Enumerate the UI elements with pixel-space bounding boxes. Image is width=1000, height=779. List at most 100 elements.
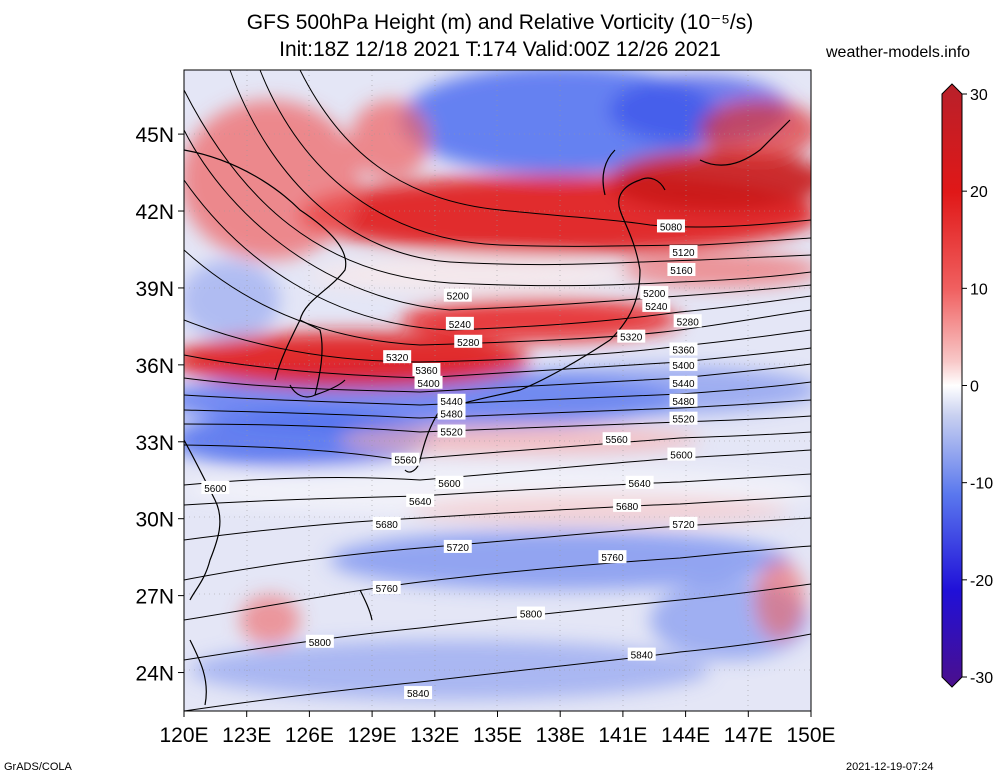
- lat-tick-label: 24N: [135, 663, 174, 686]
- contour-label: 5480: [669, 393, 698, 408]
- contour-label: 5600: [201, 480, 230, 495]
- contour-label-bg: [445, 316, 474, 330]
- colorbar-tick-label: 30: [970, 87, 988, 104]
- colorbar-tick-label: -30: [970, 670, 993, 687]
- contour-label-text: 5600: [670, 451, 693, 462]
- contour-label-bg: [414, 375, 443, 389]
- contour-label-bg: [669, 245, 698, 259]
- colorbar-tick-label: 20: [970, 184, 988, 201]
- contour-label: 5240: [642, 298, 671, 313]
- lat-axis: 24N 27N 30N 33N 36N 39N 42N 45N: [135, 124, 184, 686]
- contour-label-text: 5240: [645, 302, 668, 313]
- contour-label-text: 5120: [672, 248, 695, 259]
- lat-tick-label: 45N: [135, 124, 174, 147]
- contour-label: 5320: [383, 350, 412, 364]
- colorbar-tick-label: -10: [970, 476, 993, 493]
- colorbar-tick-label: 10: [970, 281, 988, 298]
- contour-label-text: 5840: [407, 689, 430, 700]
- colorbar-tick-label: -20: [970, 573, 993, 590]
- contour-label: 5600: [667, 447, 696, 462]
- contour-label-text: 5600: [204, 484, 227, 495]
- contour-label: 5080: [656, 219, 685, 233]
- contour-label: 5280: [673, 314, 702, 328]
- lat-tick-label: 33N: [135, 432, 174, 455]
- contour-label: 5320: [617, 329, 646, 344]
- lat-tick-label: 30N: [135, 509, 174, 532]
- contour-label-text: 5600: [438, 479, 461, 490]
- contour-label: 5160: [667, 262, 696, 277]
- lon-tick-label: 126E: [285, 724, 334, 747]
- lon-tick-label: 132E: [410, 724, 459, 747]
- contour-label-text: 5440: [672, 379, 695, 390]
- contour-label: 5720: [443, 539, 472, 554]
- contour-label-bg: [437, 424, 466, 438]
- contour-label-text: 5360: [415, 366, 438, 377]
- contour-label-bg: [669, 357, 698, 371]
- contour-label-text: 5320: [386, 353, 409, 364]
- contour-label: 5760: [598, 550, 627, 564]
- contour-label-bg: [404, 686, 433, 700]
- contour-label: 5120: [669, 245, 698, 259]
- contour-label-text: 5640: [409, 497, 432, 508]
- contour-label-bg: [437, 406, 466, 420]
- contour-labels: 5080 5120 5160 5200 5200 5240 5240 5280 5280 5320…: [201, 219, 702, 700]
- contour-label: 5560: [602, 432, 631, 446]
- contour-label-text: 5200: [643, 289, 666, 300]
- contour-label-bg: [454, 334, 483, 348]
- contour-label: 5680: [372, 516, 401, 531]
- contour-label: 5440: [669, 375, 698, 390]
- contour-label: 5240: [445, 316, 474, 331]
- contour-label: 5480: [437, 406, 466, 421]
- contour-label: 5640: [406, 493, 435, 508]
- contour-label-bg: [598, 550, 627, 564]
- contour-label-bg: [435, 475, 464, 489]
- contour-label: 5600: [435, 475, 464, 490]
- contour-label-text: 5520: [672, 415, 695, 426]
- contour-label-bg: [372, 580, 401, 594]
- lon-axis: 120E 123E 126E 129E 132E 135E 138E 141E 144E 147E…: [159, 711, 836, 747]
- contour-label-bg: [669, 411, 698, 425]
- contour-label-text: 5200: [447, 292, 470, 303]
- contour-label-text: 5560: [394, 456, 417, 467]
- contour-label-bg: [667, 447, 696, 461]
- lon-tick-label: 150E: [786, 724, 835, 747]
- lon-tick-label: 129E: [348, 724, 397, 747]
- contour-label: 5200: [443, 288, 472, 303]
- contour-label-text: 5720: [672, 520, 695, 531]
- contour-label-bg: [406, 493, 435, 507]
- lat-tick-label: 36N: [135, 355, 174, 378]
- contour-label-bg: [673, 314, 702, 328]
- contour-label-bg: [391, 452, 420, 466]
- chart-title: GFS 500hPa Height (m) and Relative Vorti…: [246, 11, 754, 34]
- contour-label: 5400: [669, 357, 698, 372]
- contour-label-text: 5280: [457, 338, 480, 349]
- contour-label-bg: [412, 362, 441, 376]
- contour-label: 5400: [414, 375, 443, 390]
- contour-label-text: 5800: [309, 638, 332, 649]
- lon-tick-label: 141E: [598, 724, 647, 747]
- software-credit: GrADS/COLA: [4, 761, 72, 773]
- contour-label-text: 5480: [440, 410, 463, 421]
- contour-label-bg: [372, 516, 401, 530]
- contour-label-text: 5400: [417, 379, 440, 390]
- contour-label: 5360: [412, 362, 441, 377]
- contour-label-text: 5560: [606, 435, 629, 446]
- contour-label-bg: [642, 298, 671, 312]
- contour-label: 5640: [625, 475, 654, 490]
- lat-tick-label: 27N: [135, 586, 174, 609]
- contour-label-bg: [305, 634, 334, 648]
- contour-label: 5360: [669, 342, 698, 356]
- contour-label-text: 5760: [601, 553, 624, 564]
- contour-label-bg: [656, 219, 685, 233]
- contour-label-text: 5160: [670, 266, 693, 277]
- contour-label: 5560: [391, 452, 420, 467]
- contour-label-bg: [516, 606, 545, 620]
- contour-label-bg: [617, 329, 646, 343]
- lon-tick-label: 138E: [536, 724, 585, 747]
- contour-label: 5840: [404, 686, 433, 700]
- contour-label: 5720: [669, 516, 698, 531]
- contour-label: 5520: [437, 424, 466, 439]
- contour-label-bg: [443, 539, 472, 553]
- contour-label-text: 5720: [447, 543, 470, 554]
